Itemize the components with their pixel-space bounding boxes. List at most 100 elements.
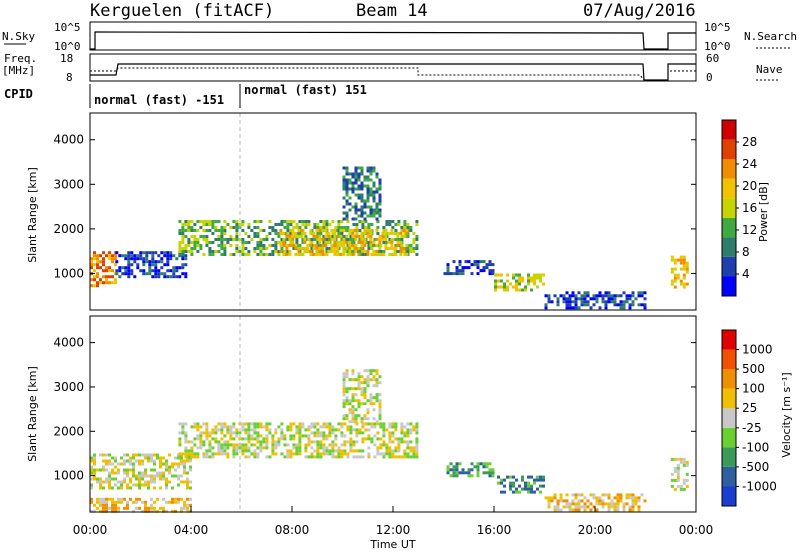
velocity-cell <box>280 437 284 441</box>
velocity-colorbar-frame <box>721 329 737 507</box>
velocity-cell <box>363 417 367 421</box>
velocity-cell <box>322 437 326 441</box>
velocity-cell <box>521 478 524 482</box>
velocity-cell <box>400 440 404 444</box>
velocity-cell <box>102 459 105 463</box>
power-cell <box>403 223 407 226</box>
power-cell <box>96 284 99 288</box>
velocity-cell <box>162 497 165 501</box>
power-colorbar-swatch <box>722 256 736 277</box>
velocity-cell <box>186 480 189 484</box>
velocity-cell <box>415 440 419 444</box>
velocity-cell <box>144 483 147 487</box>
power-cell <box>586 294 590 298</box>
velocity-cell <box>235 446 239 450</box>
velocity-cell <box>397 437 401 441</box>
power-cell <box>375 252 379 256</box>
velocity-cell <box>301 425 305 429</box>
velocity-cell <box>367 437 371 441</box>
velocity-cell <box>319 440 323 444</box>
velocity-cell <box>345 417 349 421</box>
velocity-cell <box>298 452 302 456</box>
power-ylabel: Slant Range [km] <box>26 167 39 263</box>
power-cell <box>415 223 419 226</box>
power-cell <box>533 282 536 286</box>
power-cell <box>304 226 308 229</box>
power-cell <box>279 228 283 232</box>
power-cell <box>105 281 108 285</box>
velocity-cell <box>132 483 135 487</box>
power-cell <box>670 279 674 283</box>
velocity-cell <box>153 506 156 510</box>
power-cell <box>226 223 230 226</box>
velocity-cell <box>111 471 114 475</box>
power-cell <box>360 172 364 176</box>
velocity-cell <box>289 452 293 456</box>
velocity-cell <box>229 425 233 429</box>
power-cell <box>625 294 629 298</box>
power-cell <box>384 246 388 250</box>
velocity-cell <box>415 446 419 450</box>
velocity-cell <box>126 468 129 472</box>
power-cell <box>172 254 176 258</box>
velocity-cell <box>337 428 341 432</box>
power-cell <box>102 281 105 285</box>
power-cell <box>357 234 361 238</box>
velocity-cell <box>673 478 677 482</box>
velocity-cell <box>96 477 99 481</box>
power-cell <box>556 303 560 307</box>
velocity-cell <box>577 493 581 497</box>
power-cell <box>464 260 468 264</box>
velocity-cell <box>183 468 186 472</box>
power-cell <box>187 238 191 241</box>
freq-trace <box>90 63 696 81</box>
power-cell <box>571 306 575 310</box>
power-cell <box>93 263 96 267</box>
power-cell <box>381 237 385 241</box>
power-cell <box>610 294 614 298</box>
power-cell <box>379 244 383 247</box>
velocity-cell <box>250 422 254 426</box>
power-cell <box>288 234 292 238</box>
power-cell <box>355 226 359 229</box>
power-cell <box>303 231 307 235</box>
power-cell <box>500 273 503 277</box>
power-cell <box>533 273 536 277</box>
velocity-cell <box>132 471 135 475</box>
velocity-cell <box>129 497 132 501</box>
power-cell <box>93 269 96 273</box>
power-cell <box>342 217 346 221</box>
power-cell <box>172 266 176 270</box>
velocity-cell <box>379 452 383 456</box>
velocity-cell <box>253 449 257 453</box>
power-cell <box>345 166 349 170</box>
velocity-cell <box>178 431 182 435</box>
power-cell <box>108 281 111 285</box>
power-cell <box>190 253 194 256</box>
power-cell <box>351 172 355 176</box>
power-cell <box>586 303 590 307</box>
power-cell <box>133 254 137 258</box>
power-cell <box>574 297 578 301</box>
velocity-cell <box>93 459 96 463</box>
velocity-cell <box>346 440 350 444</box>
velocity-cell <box>250 428 254 432</box>
power-cell <box>679 267 683 271</box>
power-cell <box>277 232 281 235</box>
power-cell <box>497 273 500 277</box>
power-cell <box>108 266 111 270</box>
nsky-label: N.Sky <box>2 30 35 43</box>
velocity-cell <box>99 468 102 472</box>
power-cell <box>178 232 182 235</box>
power-cell <box>108 254 111 258</box>
velocity-cell <box>345 372 349 376</box>
power-cell <box>595 297 599 301</box>
power-cell <box>631 291 635 295</box>
velocity-cell <box>208 440 212 444</box>
velocity-cell <box>479 462 483 466</box>
power-cell <box>372 240 376 244</box>
power-cell <box>601 300 605 304</box>
power-cell <box>542 282 545 286</box>
power-cell <box>506 288 509 292</box>
nave-tick-bottom: 0 <box>706 71 713 84</box>
